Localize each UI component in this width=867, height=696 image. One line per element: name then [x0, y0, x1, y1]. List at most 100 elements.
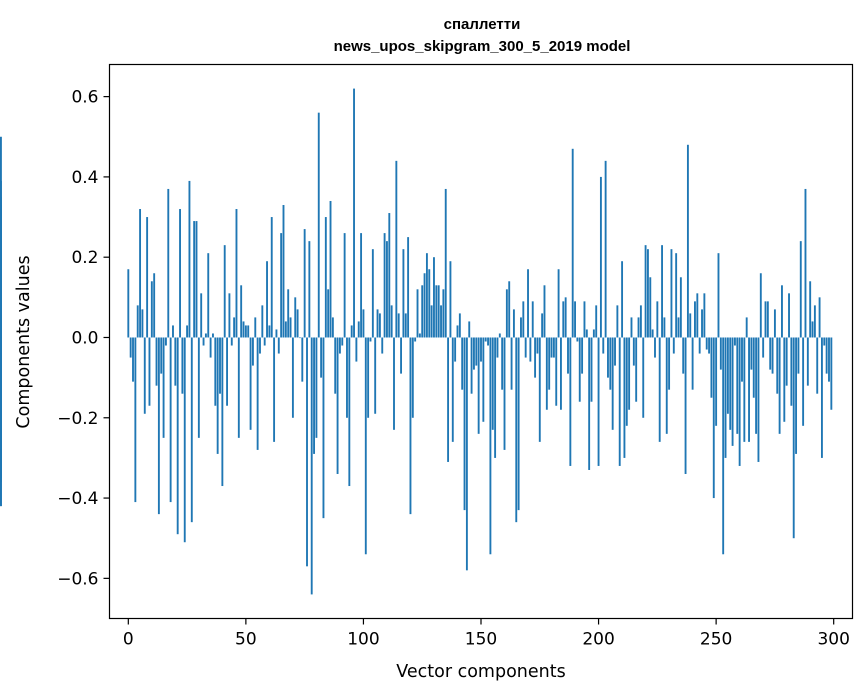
bar: [557, 269, 560, 338]
bar: [440, 305, 442, 338]
bar: [759, 273, 762, 338]
bar: [480, 337, 482, 362]
bar: [461, 337, 464, 390]
bar: [214, 337, 217, 406]
bar: [647, 249, 649, 338]
bar: [273, 337, 276, 442]
bar: [651, 329, 654, 338]
bar: [689, 313, 692, 338]
bar: [240, 285, 243, 338]
bar: [437, 285, 440, 338]
bar: [324, 217, 327, 338]
bar: [423, 273, 426, 338]
bar: [585, 329, 588, 338]
bar: [792, 337, 795, 539]
bar: [193, 221, 196, 338]
x-tick-label: 0: [123, 630, 134, 650]
bar: [282, 205, 285, 338]
bar: [719, 337, 722, 370]
bar: [581, 337, 584, 374]
bar: [197, 337, 200, 438]
bar: [449, 261, 452, 338]
bar: [538, 337, 541, 442]
bar: [705, 337, 708, 350]
bar: [715, 337, 718, 426]
bar: [348, 337, 351, 487]
bar: [484, 337, 487, 342]
bar: [386, 241, 388, 338]
bar: [583, 301, 586, 338]
bar: [750, 337, 753, 370]
bar: [802, 337, 805, 426]
bar: [560, 337, 562, 410]
bar: [762, 337, 765, 358]
bar: [404, 313, 407, 338]
bar: [599, 176, 602, 338]
bar: [454, 337, 457, 362]
bar: [317, 112, 320, 338]
bar: [614, 337, 616, 366]
bar: [329, 200, 332, 338]
bar: [534, 337, 537, 378]
bar: [334, 337, 337, 394]
bar: [235, 209, 238, 338]
bar: [331, 317, 334, 338]
x-tick-label: 200: [582, 630, 614, 650]
bar: [136, 305, 139, 338]
bar: [602, 337, 605, 354]
bar: [0, 337, 2, 450]
bar: [153, 273, 156, 338]
bar: [268, 325, 271, 338]
bar: [632, 337, 635, 366]
bar: [524, 337, 527, 358]
bar: [658, 337, 661, 442]
bar: [755, 337, 758, 434]
bar: [456, 325, 459, 338]
bar: [541, 313, 544, 338]
bar: [701, 309, 703, 338]
bar: [0, 209, 2, 338]
bar: [160, 337, 163, 374]
bar: [364, 337, 367, 555]
bar: [724, 337, 727, 458]
bar: [757, 337, 760, 462]
bar: [188, 180, 191, 338]
bar: [202, 337, 205, 346]
bar: [343, 233, 346, 338]
bar: [418, 333, 421, 338]
bar: [306, 337, 308, 567]
bar: [717, 253, 720, 338]
bar: [157, 337, 160, 515]
bar: [327, 289, 330, 338]
bar: [346, 337, 348, 418]
bar: [654, 337, 656, 358]
bar: [228, 293, 231, 338]
bar: [661, 245, 663, 338]
bar: [592, 329, 595, 338]
bar: [393, 337, 395, 430]
bar: [517, 337, 520, 511]
bar: [315, 337, 318, 438]
bar: [677, 317, 680, 338]
bar: [402, 249, 405, 338]
bar: [806, 337, 809, 386]
bar: [383, 233, 386, 338]
bar: [162, 337, 165, 438]
chart-title: спаллетти: [444, 16, 521, 33]
bar: [496, 337, 499, 358]
bar: [588, 337, 591, 470]
bar: [752, 337, 755, 398]
bar: [416, 289, 419, 338]
bar: [209, 337, 212, 358]
bar: [0, 337, 2, 354]
bar: [696, 293, 699, 338]
bar: [722, 337, 725, 555]
bar: [635, 337, 638, 402]
bar: [313, 337, 315, 454]
bar: [254, 317, 257, 338]
bar: [407, 237, 410, 338]
bar: [630, 317, 633, 338]
bar: [360, 233, 363, 338]
bar: [531, 301, 534, 338]
bar: [233, 317, 236, 338]
